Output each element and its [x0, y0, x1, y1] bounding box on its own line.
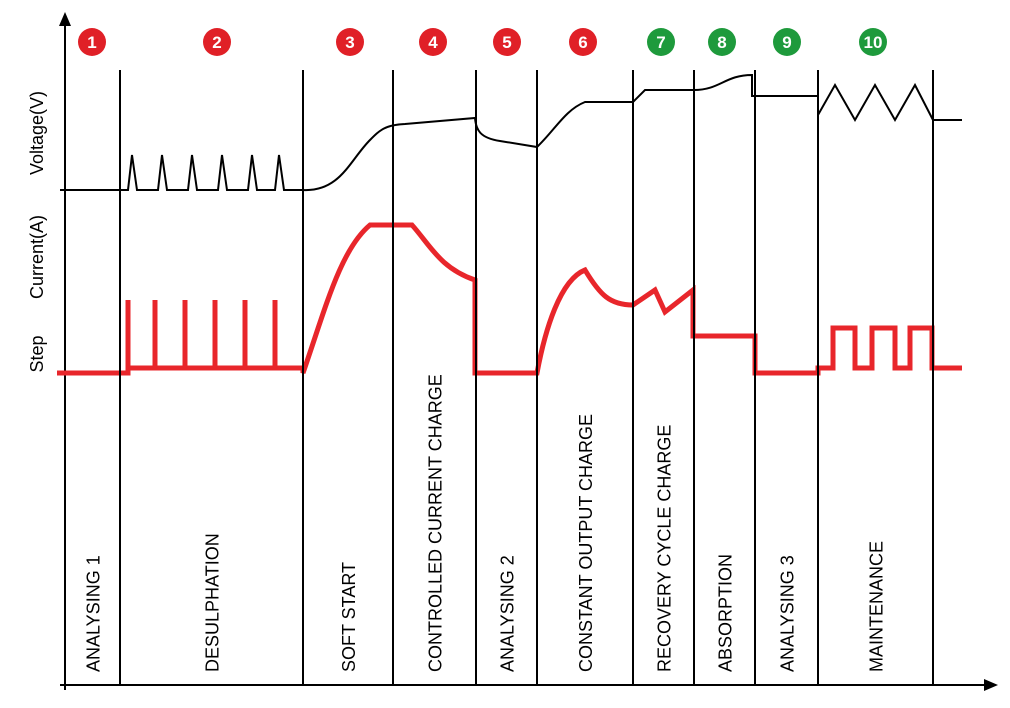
step-number: 4 [428, 33, 438, 52]
step-badge [708, 28, 736, 56]
step-badge [336, 28, 364, 56]
step-badge [78, 28, 106, 56]
step-number: 10 [864, 33, 883, 52]
step-label: Step [27, 335, 47, 372]
step-badge [647, 28, 675, 56]
step-label: CONSTANT OUTPUT CHARGE [576, 414, 596, 672]
step-number: 1 [87, 33, 96, 52]
step-number: 7 [656, 33, 665, 52]
step-label: ANALYSING 2 [498, 555, 518, 672]
step-badge [569, 28, 597, 56]
step-number: 6 [578, 33, 587, 52]
step-badge [493, 28, 521, 56]
step-number: 2 [212, 33, 221, 52]
step-label: ANALYSING 3 [778, 555, 798, 672]
x-arrow [984, 679, 998, 691]
step-number: 9 [782, 33, 791, 52]
step-label: RECOVERY CYCLE CHARGE [655, 425, 675, 672]
step-label: ANALYSING 1 [84, 555, 104, 672]
step-badge [859, 28, 887, 56]
step-badge [203, 28, 231, 56]
step-label: SOFT START [339, 562, 359, 672]
voltage-label: Voltage(V) [27, 91, 47, 175]
y-arrow [59, 12, 71, 26]
step-label: CONTROLLED CURRENT CHARGE [426, 374, 446, 672]
step-badge [773, 28, 801, 56]
voltage-curve [60, 73, 962, 192]
step-number: 3 [345, 33, 354, 52]
current-label: Current(A) [27, 215, 47, 299]
step-label: DESULPHATION [203, 533, 223, 672]
step-badge [419, 28, 447, 56]
current-curve [57, 222, 962, 376]
step-number: 5 [502, 33, 511, 52]
step-number: 8 [717, 33, 726, 52]
step-label: MAINTENANCE [867, 541, 887, 672]
step-label: ABSORPTION [716, 554, 736, 672]
